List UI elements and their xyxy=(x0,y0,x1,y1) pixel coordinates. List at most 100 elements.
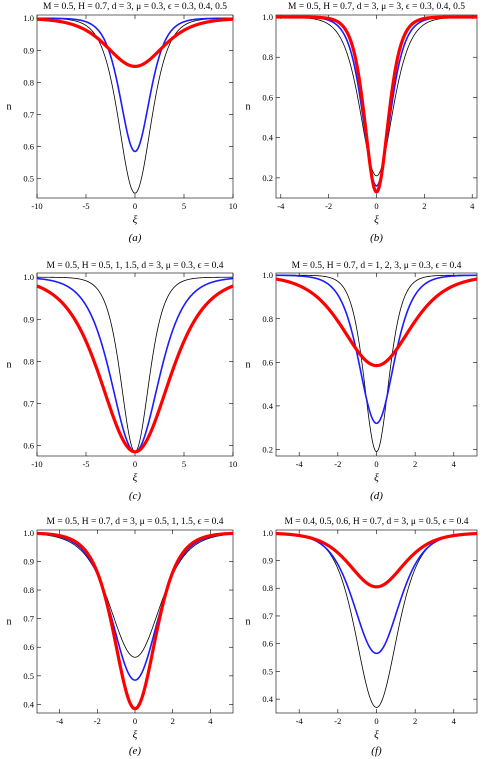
panel-caption: (f) xyxy=(371,745,382,757)
chart-panel: M = 0.5, H = 0.7, d = 3, μ = 0.3, ϵ = 0.… xyxy=(7,2,238,244)
y-tick-label: 0.5 xyxy=(23,174,34,184)
series-line-red xyxy=(37,284,233,454)
x-tick-label: -2 xyxy=(325,201,332,211)
series-line-black xyxy=(276,532,477,708)
x-tick-label: 0 xyxy=(374,459,378,469)
x-tick-label: -10 xyxy=(31,201,42,211)
y-tick-label: 1.0 xyxy=(262,270,273,280)
y-tick-label: 0.4 xyxy=(262,694,273,704)
y-tick-label: 0.8 xyxy=(262,583,273,593)
panel-caption: (d) xyxy=(370,490,383,502)
y-tick-label: 0.8 xyxy=(23,585,34,595)
y-tick-label: 0.7 xyxy=(262,611,273,621)
plot-frame xyxy=(36,272,234,457)
x-tick-label: 2 xyxy=(422,201,426,211)
x-tick-label: 0 xyxy=(374,201,378,211)
series-line-red xyxy=(276,15,477,194)
x-axis-label: ξ xyxy=(133,472,138,484)
y-axis-label: n xyxy=(246,617,251,628)
x-tick-label: 5 xyxy=(182,201,186,211)
y-tick-label: 0.8 xyxy=(262,314,273,324)
y-tick-label: 0.8 xyxy=(23,356,34,366)
chart-panel: M = 0.5, H = 0.7, d = 1, 2, 3, μ = 0.3, … xyxy=(246,261,478,502)
y-tick-label: 1.0 xyxy=(23,13,34,23)
y-axis-label: n xyxy=(246,360,251,371)
chart-panel: M = 0.5, H = 0.7, d = 3, μ = 0.5, 1, 1.5… xyxy=(7,517,234,757)
plot-frame xyxy=(36,14,234,199)
series-line-black xyxy=(37,533,233,658)
x-tick-label: 4 xyxy=(208,716,213,726)
y-tick-label: 0.4 xyxy=(23,699,34,709)
x-tick-label: 4 xyxy=(452,459,457,469)
x-tick-label: 0 xyxy=(133,716,137,726)
series-line-blue xyxy=(37,17,233,153)
y-axis-label: n xyxy=(7,360,12,371)
series-line-red xyxy=(37,17,233,68)
chart-panel: M = 0.5, H = 0.7, d = 3, μ = 3, ϵ = 0.3,… xyxy=(246,2,478,244)
x-tick-label: -2 xyxy=(334,459,341,469)
y-tick-label: 0.4 xyxy=(262,401,273,411)
y-axis-label: n xyxy=(246,102,251,113)
plot-frame xyxy=(36,529,234,714)
chart-panel: M = 0.5, H = 0.5, 1, 1.5, d = 3, μ = 0.3… xyxy=(7,261,238,502)
y-tick-label: 0.6 xyxy=(23,642,34,652)
x-tick-label: 0 xyxy=(133,459,137,469)
y-tick-label: 0.7 xyxy=(23,398,34,408)
panel-caption: (c) xyxy=(129,490,142,502)
y-axis-label: n xyxy=(7,617,12,628)
x-tick-label: -2 xyxy=(334,716,341,726)
x-tick-label: 10 xyxy=(229,201,238,211)
series-line-blue xyxy=(37,277,233,453)
y-tick-label: 0.9 xyxy=(23,556,34,566)
chart-title: M = 0.4, 0.5, 0.6, H = 0.7, d = 3, μ = 0… xyxy=(284,517,468,527)
y-tick-label: 0.8 xyxy=(23,77,34,87)
y-tick-label: 1.0 xyxy=(262,528,273,538)
y-tick-label: 0.5 xyxy=(23,671,34,681)
series-line-blue xyxy=(276,274,477,425)
series-line-black xyxy=(276,274,477,453)
x-tick-label: -4 xyxy=(296,459,304,469)
x-axis-label: ξ xyxy=(133,214,138,226)
y-tick-label: 1.0 xyxy=(23,528,34,538)
x-tick-label: -10 xyxy=(31,459,42,469)
y-tick-label: 0.2 xyxy=(262,173,273,183)
x-tick-label: 2 xyxy=(413,716,417,726)
series-line-blue xyxy=(37,532,233,681)
y-tick-label: 1.0 xyxy=(23,272,34,282)
y-tick-label: 0.6 xyxy=(262,92,273,102)
x-tick-label: -4 xyxy=(296,716,304,726)
y-tick-label: 0.2 xyxy=(262,444,273,454)
x-axis-label: ξ xyxy=(374,214,379,226)
chart-title: M = 0.5, H = 0.7, d = 3, μ = 3, ϵ = 0.3,… xyxy=(288,2,465,12)
panel-caption: (b) xyxy=(370,232,383,244)
x-tick-label: 2 xyxy=(413,459,417,469)
x-tick-label: -4 xyxy=(56,716,64,726)
x-tick-label: 2 xyxy=(171,716,175,726)
series-line-blue xyxy=(276,16,477,187)
series-line-red xyxy=(276,277,477,368)
chart-title: M = 0.5, H = 0.5, 1, 1.5, d = 3, μ = 0.3… xyxy=(47,261,224,271)
y-tick-label: 0.9 xyxy=(23,314,34,324)
series-line-black xyxy=(276,16,477,177)
plot-frame xyxy=(275,529,478,714)
y-tick-label: 0.9 xyxy=(23,45,34,55)
series-line-blue xyxy=(276,532,477,655)
y-tick-label: 0.6 xyxy=(23,440,34,450)
chart-title: M = 0.5, H = 0.7, d = 3, μ = 0.5, 1, 1.5… xyxy=(47,517,224,527)
y-tick-label: 0.6 xyxy=(23,142,34,152)
panel-caption: (a) xyxy=(129,232,142,244)
x-axis-label: ξ xyxy=(133,729,138,741)
x-tick-label: 5 xyxy=(182,459,186,469)
y-tick-label: 0.4 xyxy=(262,133,273,143)
y-tick-label: 0.5 xyxy=(262,666,273,676)
x-tick-label: 0 xyxy=(133,201,137,211)
x-tick-label: 4 xyxy=(470,201,475,211)
y-tick-label: 0.7 xyxy=(23,614,34,624)
x-axis-label: ξ xyxy=(374,729,379,741)
y-tick-label: 0.9 xyxy=(262,556,273,566)
series-line-black xyxy=(37,17,233,194)
y-tick-label: 1.0 xyxy=(262,12,273,22)
chart-title: M = 0.5, H = 0.7, d = 1, 2, 3, μ = 0.3, … xyxy=(292,261,462,271)
x-axis-label: ξ xyxy=(374,472,379,484)
